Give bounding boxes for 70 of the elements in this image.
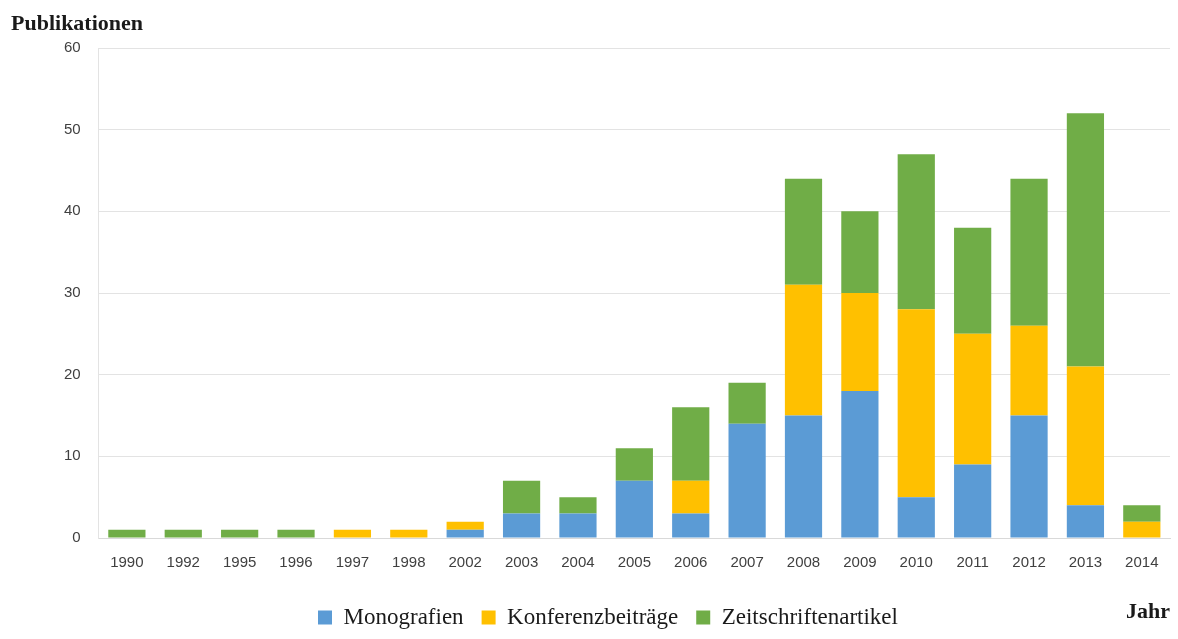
bar [108, 529, 146, 538]
bar [333, 529, 372, 538]
legend-label: Monografien [343, 603, 465, 629]
x-tick-label: 2012 [1012, 553, 1046, 571]
x-axis-title: Jahr [1126, 598, 1170, 624]
x-tick-label: 2006 [674, 553, 708, 571]
x-tick-label: 1992 [166, 553, 200, 571]
y-tick-label: 0 [72, 528, 81, 546]
bar [1010, 415, 1048, 538]
bar [1010, 325, 1048, 416]
bar [954, 464, 992, 538]
x-tick-label: 1990 [110, 553, 144, 571]
bar [502, 513, 541, 538]
bar [728, 423, 766, 538]
bar [1066, 505, 1105, 538]
bar [728, 382, 766, 424]
y-tick-label: 20 [64, 364, 81, 382]
bar [1066, 366, 1105, 506]
y-axis-title: Publikationen [11, 10, 144, 36]
y-tick-label: 40 [64, 201, 81, 219]
x-tick-label: 2002 [448, 553, 482, 571]
bar [672, 513, 710, 538]
bar [784, 178, 823, 285]
bar [897, 497, 935, 538]
bar [390, 529, 428, 538]
bar [164, 529, 202, 538]
x-tick-label: 1996 [279, 553, 313, 571]
bar [954, 333, 992, 465]
bar [784, 415, 823, 538]
bar [221, 529, 259, 538]
y-tick-label: 50 [64, 119, 81, 137]
bar [1066, 113, 1105, 367]
x-tick-label: 2007 [730, 553, 764, 571]
y-tick-label: 10 [64, 446, 81, 464]
bar [784, 284, 823, 416]
x-tick-label: 2011 [956, 553, 989, 571]
y-tick-label: 60 [64, 38, 81, 56]
legend-label: Konferenzbeiträge [507, 603, 679, 629]
bar [502, 480, 541, 514]
legend-label: Zeitschriftenartikel [721, 603, 898, 629]
bar [1123, 505, 1161, 522]
bar [897, 154, 935, 310]
bar [672, 480, 710, 514]
bar [841, 391, 879, 538]
bar [1010, 178, 1048, 326]
x-tick-label: 2008 [786, 553, 821, 571]
bar [559, 513, 597, 538]
x-tick-label: 1998 [392, 553, 426, 571]
bar [615, 448, 653, 481]
x-tick-label: 2003 [504, 553, 539, 571]
x-tick-label: 2010 [899, 553, 933, 571]
bar [446, 529, 484, 538]
x-tick-label: 2014 [1125, 553, 1159, 571]
x-tick-label: 1995 [222, 553, 257, 571]
bar [841, 293, 879, 391]
x-tick-label: 2013 [1068, 553, 1103, 571]
x-tick-label: 2004 [561, 553, 595, 571]
bar [559, 497, 597, 514]
bar [897, 309, 935, 498]
bar [446, 521, 484, 530]
bar [954, 227, 992, 334]
bar [1123, 521, 1161, 538]
bar [277, 529, 315, 538]
bar [672, 407, 710, 481]
y-tick-label: 30 [64, 283, 81, 301]
bar [615, 480, 653, 538]
x-tick-label: 2009 [843, 553, 877, 571]
x-tick-label: 2005 [617, 553, 652, 571]
bar [841, 211, 879, 293]
x-tick-label: 1997 [335, 553, 370, 571]
